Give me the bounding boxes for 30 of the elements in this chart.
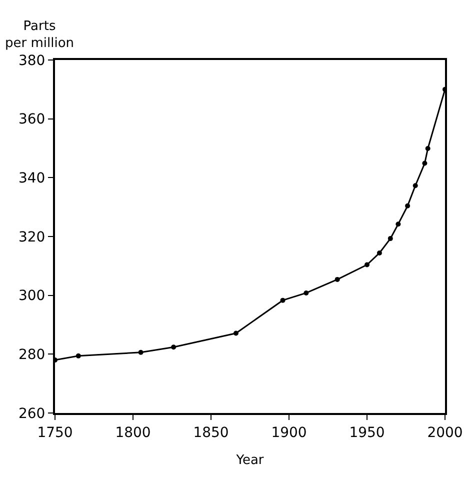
point	[76, 353, 81, 358]
point	[334, 276, 340, 282]
point	[396, 222, 401, 227]
y-tick-label: 360	[18, 112, 46, 128]
point	[425, 146, 430, 152]
point	[171, 344, 176, 350]
y-tick-label: 260	[18, 406, 46, 422]
point	[376, 250, 382, 256]
y-tick-label: 300	[18, 288, 46, 304]
point	[233, 330, 238, 336]
x-tick-label: 1850	[193, 424, 229, 441]
point	[280, 298, 286, 303]
point	[388, 236, 393, 242]
point	[138, 350, 144, 355]
x-tick-label: 1800	[115, 424, 151, 441]
y-tick-label: 340	[18, 170, 46, 187]
y-tick-label: 380	[18, 52, 46, 69]
y-axis-title: Parts per million	[5, 19, 74, 51]
point	[304, 290, 309, 296]
x-tick-label: 1950	[349, 424, 385, 441]
point	[422, 160, 428, 166]
y-tick-label: 320	[18, 229, 46, 246]
x-tick-label: 2000	[427, 424, 463, 441]
x-axis-title: Year	[235, 452, 264, 468]
x-tick-label: 1750	[37, 424, 73, 441]
x-tick-label: 1900	[271, 424, 307, 441]
point	[405, 203, 410, 208]
point	[364, 262, 370, 268]
y-tick-label: 280	[18, 347, 46, 364]
point	[412, 183, 418, 188]
